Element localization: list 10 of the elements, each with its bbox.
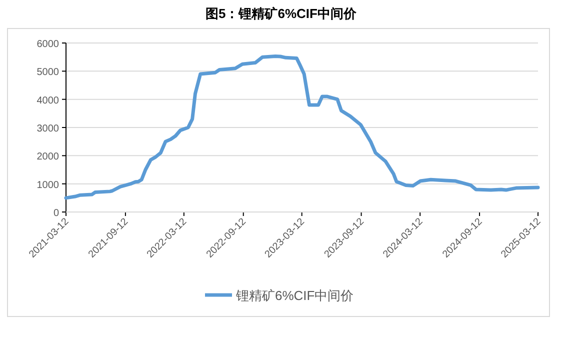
line-series xyxy=(64,54,540,200)
y-tick-label: 0 xyxy=(53,208,60,219)
y-tick-label: 1000 xyxy=(36,180,60,191)
legend-label: 锂精矿6%CIF中间价 xyxy=(235,288,354,303)
y-tick-label: 2000 xyxy=(36,152,60,163)
chart-title: 图5：锂精矿6%CIF中间价 xyxy=(206,6,358,21)
y-tick-label: 6000 xyxy=(36,39,60,50)
y-tick-label: 5000 xyxy=(36,67,60,78)
y-tick-label: 3000 xyxy=(36,124,60,134)
y-tick-label: 4000 xyxy=(36,95,60,106)
